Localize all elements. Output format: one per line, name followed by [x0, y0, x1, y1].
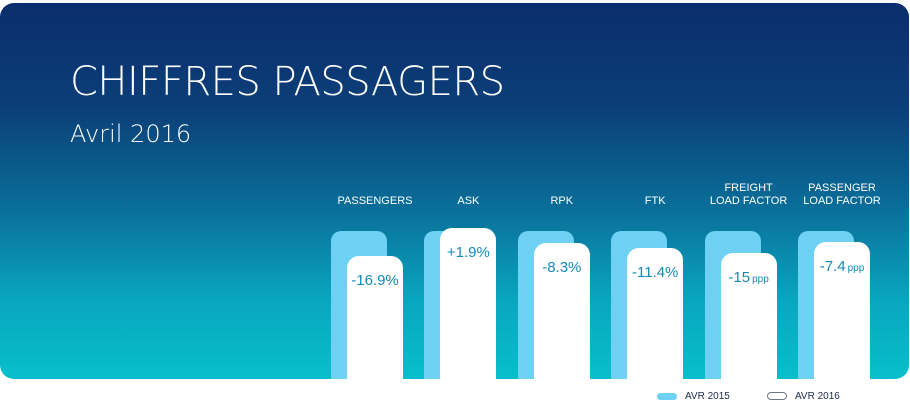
data-label-value: -7.4 — [819, 257, 846, 275]
chart-title: CHIFFRES PASSAGERS — [70, 59, 505, 105]
bar-2016-rpk — [533, 243, 590, 379]
category-label-passengers: PASSENGERS — [337, 195, 413, 207]
bar-2016-passengers — [347, 256, 403, 379]
bar-2016-passenger-load-factor — [814, 241, 870, 379]
bar-2016-freight-load-factor — [720, 253, 777, 379]
data-label-freight-load-factor: -15 ppp — [717, 269, 781, 286]
data-label-unit: ppp — [752, 274, 769, 286]
legend-item-2015: AVR 2015 — [657, 388, 730, 404]
category-label-freight-load-factor: FREIGHT LOAD FACTOR — [709, 182, 788, 207]
data-label-value: -16.9% — [351, 272, 399, 289]
data-label-passenger-load-factor: -7.4 ppp — [810, 258, 874, 275]
legend-swatch-2015 — [657, 392, 677, 400]
data-label-ftk: -11.4% — [623, 264, 687, 281]
category-label-ask: ASK — [457, 195, 480, 207]
legend-label-2015: AVR 2015 — [685, 390, 730, 402]
data-label-ask: +1.9% — [436, 244, 500, 261]
category-label-passenger-load-factor: PASSENGER LOAD FACTOR — [803, 182, 881, 207]
chart-panel: CHIFFRES PASSAGERS Avril 2016 PASSENGERS… — [0, 3, 909, 379]
data-label-value: +1.9% — [446, 244, 490, 262]
bar-2016-ask — [440, 228, 497, 379]
data-label-rpk: -8.3% — [530, 259, 594, 276]
legend-label-2016: AVR 2016 — [795, 390, 840, 402]
data-label-value: -8.3% — [542, 259, 582, 277]
data-label-value: -15 — [728, 269, 751, 287]
chart-subtitle: Avril 2016 — [70, 120, 192, 148]
bar-2016-ftk — [627, 247, 684, 379]
category-label-rpk: RPK — [550, 195, 574, 207]
category-label-ftk: FTK — [644, 195, 666, 207]
data-label-value: -11.4% — [631, 263, 679, 281]
data-label-unit: ppp — [847, 262, 865, 274]
data-label-passengers: -16.9% — [343, 272, 407, 289]
legend-swatch-2016 — [767, 392, 787, 400]
legend-item-2016: AVR 2016 — [767, 388, 840, 404]
